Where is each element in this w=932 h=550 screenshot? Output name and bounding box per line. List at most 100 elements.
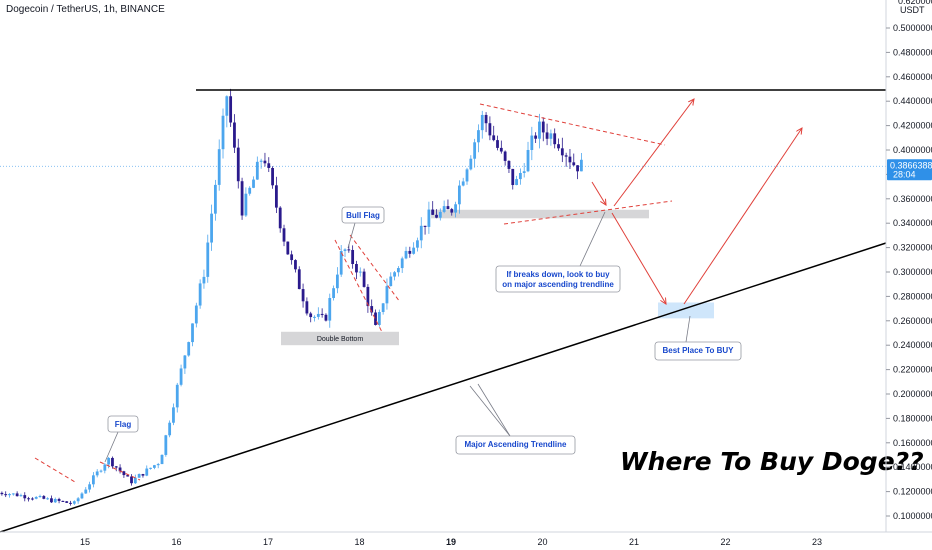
candle-body <box>530 135 534 150</box>
flag-callout: Flag <box>104 415 139 463</box>
candle-body <box>438 211 442 218</box>
y-tick-label: 0.1600000 <box>893 438 932 448</box>
candle-body <box>370 306 374 313</box>
candle-body <box>99 470 103 472</box>
candle-body <box>294 260 297 270</box>
candle-body <box>579 159 583 172</box>
candle-body <box>492 135 496 141</box>
candle-body <box>538 121 541 139</box>
y-tick-label: 0.2600000 <box>893 316 932 326</box>
headline: Where To Buy Doge?? <box>620 447 924 476</box>
time-axis: 15 16 17 18 19 20 21 22 23 <box>0 531 932 547</box>
candle-body <box>259 160 263 162</box>
y-tick-label: 0.4000000 <box>893 145 932 155</box>
candle-body <box>301 289 305 302</box>
candle-body <box>503 151 507 161</box>
candle-body <box>221 115 225 150</box>
candle-body <box>42 496 46 499</box>
candle-body <box>435 214 438 218</box>
candle-body <box>206 242 210 277</box>
chart-title[interactable]: Dogecoin / TetherUS, 1h, BINANCE <box>6 4 165 15</box>
candle-body <box>263 160 267 164</box>
candle-body <box>267 163 271 168</box>
buy-zone <box>658 302 714 319</box>
y-tick-label: 0.3600000 <box>893 194 932 204</box>
candle-body <box>446 206 450 210</box>
candle-body <box>233 122 236 148</box>
candle-body <box>91 475 95 485</box>
x-tick-label: 22 <box>720 537 730 547</box>
candle-body <box>19 495 23 497</box>
currency-label: USDT <box>900 5 925 15</box>
countdown-label: 28:04 <box>893 169 916 179</box>
flag-callout-text: Flag <box>115 420 132 429</box>
candle-body <box>175 384 179 408</box>
candle-body <box>126 475 130 477</box>
candle-body <box>358 271 362 273</box>
candle-body <box>423 225 427 227</box>
candle-body <box>355 264 358 273</box>
best-place-callout-box <box>654 341 742 361</box>
candle-body <box>50 498 53 503</box>
candle-body <box>347 249 351 251</box>
candle-body <box>252 179 255 188</box>
candle-body <box>244 193 248 216</box>
candle-body <box>412 247 416 254</box>
candles <box>0 88 583 506</box>
candle-body <box>351 249 355 265</box>
candle-body <box>122 471 126 476</box>
candle-body <box>95 471 99 476</box>
candle-body <box>419 225 423 241</box>
candle-body <box>34 496 38 499</box>
current-price-badge <box>887 159 932 181</box>
candle-body <box>11 493 15 495</box>
candle-body <box>80 493 84 499</box>
candle-body <box>328 298 332 321</box>
candle-body <box>217 149 221 185</box>
price-axis: 0.1000000 0.1200000 0.1400000 0.1600000 0.18… <box>885 0 932 532</box>
candle-body <box>393 272 396 277</box>
trendline-callout: Major Ascending Trendline <box>455 383 576 455</box>
zones: Double Bottom <box>281 209 714 346</box>
bull-flag-callout: Bull Flag <box>341 206 385 249</box>
candle-body <box>404 250 408 259</box>
candle-body <box>362 271 366 287</box>
candle-body <box>282 228 286 242</box>
candle-body <box>210 213 213 243</box>
trendline-callout-text: Major Ascending Trendline <box>465 440 567 449</box>
candle-body <box>248 187 252 194</box>
arrow-down-breakdown <box>611 212 666 304</box>
double-bottom-label: Double Bottom <box>317 336 363 343</box>
candle-body <box>118 467 122 472</box>
candle-body <box>183 355 187 369</box>
candle-body <box>385 286 389 304</box>
candle-body <box>568 156 572 163</box>
candle-body <box>507 160 511 169</box>
breakdown-callout-box <box>495 265 621 293</box>
candle-body <box>488 123 492 136</box>
candle-body <box>534 135 538 139</box>
candle-body <box>427 209 431 227</box>
x-tick-label: 16 <box>171 537 181 547</box>
flag-callout-pointer <box>104 431 119 463</box>
x-tick-label: 17 <box>263 537 273 547</box>
flag-line-2 <box>99 461 141 481</box>
candle-body <box>339 251 343 275</box>
candle-body <box>88 484 91 490</box>
candle-body <box>240 181 244 216</box>
candle-body <box>511 168 515 186</box>
candle-body <box>377 311 381 325</box>
candle-body <box>477 130 480 143</box>
y-tick-label: 0.4800000 <box>893 47 932 57</box>
candle-body <box>236 147 240 182</box>
candle-body <box>454 204 457 213</box>
trendline-callout-pointer <box>477 383 511 437</box>
candle-body <box>107 457 111 465</box>
bull-flag-callout-box <box>341 206 385 224</box>
breakdown-callout-text: on major ascending trendline <box>502 280 614 289</box>
candle-body <box>290 254 294 261</box>
candle-body <box>297 269 301 290</box>
candle-body <box>526 149 530 172</box>
y-tick-label: 0.3400000 <box>893 218 932 228</box>
flag-line-1 <box>34 457 76 483</box>
